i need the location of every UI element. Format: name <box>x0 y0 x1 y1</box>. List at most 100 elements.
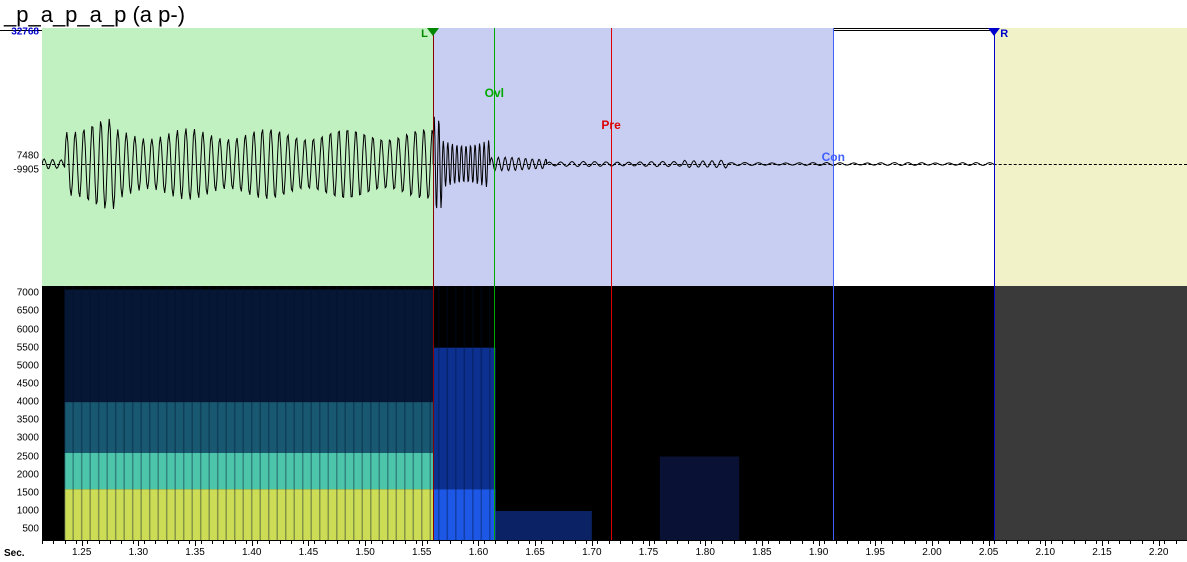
time-minor-tick <box>269 541 270 544</box>
freq-ytick: 3500 <box>17 415 39 426</box>
time-minor-tick <box>473 541 474 544</box>
time-major-tick <box>422 541 423 546</box>
time-minor-tick <box>314 541 315 544</box>
time-minor-tick <box>121 541 122 544</box>
time-axis: Sec. 1.251.301.351.401.451.501.551.601.6… <box>42 540 1187 562</box>
time-minor-tick <box>337 541 338 544</box>
time-major-tick <box>365 541 366 546</box>
wave-ytick: 32768 <box>11 27 39 38</box>
time-minor-tick <box>858 541 859 544</box>
time-minor-tick <box>235 541 236 544</box>
time-minor-tick <box>654 541 655 544</box>
time-minor-tick <box>246 541 247 544</box>
time-major-tick <box>1102 541 1103 546</box>
time-minor-tick <box>915 541 916 544</box>
Ovl-cursor-label: Ovl <box>485 86 504 100</box>
time-minor-tick <box>949 541 950 544</box>
time-minor-tick <box>291 541 292 544</box>
time-major-tick <box>478 541 479 546</box>
time-minor-tick <box>745 541 746 544</box>
time-minor-tick <box>450 541 451 544</box>
time-minor-tick <box>507 541 508 544</box>
time-tick-label: 1.35 <box>185 547 204 558</box>
time-minor-tick <box>1006 541 1007 544</box>
time-major-tick <box>932 541 933 546</box>
time-minor-tick <box>393 541 394 544</box>
time-minor-tick <box>201 541 202 544</box>
time-tick-label: 1.45 <box>299 547 318 558</box>
time-tick-label: 1.75 <box>639 547 658 558</box>
time-tick-label: 2.20 <box>1149 547 1168 558</box>
time-minor-tick <box>382 541 383 544</box>
Ovl-cursor[interactable] <box>494 28 495 540</box>
L-cursor[interactable] <box>433 28 434 540</box>
time-major-tick <box>875 541 876 546</box>
time-minor-tick <box>756 541 757 544</box>
time-minor-tick <box>348 541 349 544</box>
freq-ytick: 5000 <box>17 360 39 371</box>
time-minor-tick <box>416 541 417 544</box>
time-minor-tick <box>802 541 803 544</box>
time-minor-tick <box>1096 541 1097 544</box>
plot-area: 327687480-990570006500600055005000450040… <box>0 28 1187 562</box>
freq-ytick: 3000 <box>17 433 39 444</box>
Pre-cursor[interactable] <box>611 28 612 540</box>
time-minor-tick <box>904 541 905 544</box>
freq-ytick: 7000 <box>17 288 39 299</box>
time-minor-tick <box>529 541 530 544</box>
time-minor-tick <box>1074 541 1075 544</box>
L-cursor-flag-icon <box>427 28 439 36</box>
freq-ytick: 2500 <box>17 451 39 462</box>
time-major-tick <box>535 541 536 546</box>
R-cursor-flag-text: R <box>1000 28 1008 40</box>
time-minor-tick <box>688 541 689 544</box>
time-minor-tick <box>87 541 88 544</box>
Con-cursor-label: Con <box>822 150 845 164</box>
time-major-tick <box>762 541 763 546</box>
time-minor-tick <box>960 541 961 544</box>
wave-ytick: 7480 <box>17 151 39 162</box>
time-tick-label: 1.25 <box>72 547 91 558</box>
R-cursor[interactable] <box>994 28 995 540</box>
freq-ytick: 4500 <box>17 378 39 389</box>
time-minor-tick <box>643 541 644 544</box>
time-minor-tick <box>1153 541 1154 544</box>
time-minor-tick <box>133 541 134 544</box>
time-minor-tick <box>972 541 973 544</box>
time-minor-tick <box>994 541 995 544</box>
Con-cursor[interactable] <box>833 28 834 540</box>
time-major-tick <box>252 541 253 546</box>
time-minor-tick <box>223 541 224 544</box>
time-minor-tick <box>779 541 780 544</box>
time-tick-label: 2.05 <box>979 547 998 558</box>
time-major-tick <box>989 541 990 546</box>
time-minor-tick <box>1062 541 1063 544</box>
time-minor-tick <box>892 541 893 544</box>
time-tick-label: 1.95 <box>866 547 885 558</box>
time-minor-tick <box>167 541 168 544</box>
time-minor-tick <box>541 541 542 544</box>
time-minor-tick <box>1108 541 1109 544</box>
time-minor-tick <box>847 541 848 544</box>
time-minor-tick <box>552 541 553 544</box>
time-minor-tick <box>76 541 77 544</box>
time-minor-tick <box>632 541 633 544</box>
time-minor-tick <box>1051 541 1052 544</box>
waveform-panel[interactable] <box>42 28 1187 286</box>
time-minor-tick <box>484 541 485 544</box>
time-axis-label: Sec. <box>4 548 25 559</box>
time-tick-label: 2.00 <box>922 547 941 558</box>
time-minor-tick <box>1028 541 1029 544</box>
time-minor-tick <box>711 541 712 544</box>
time-minor-tick <box>280 541 281 544</box>
spectrogram-image <box>42 286 1187 540</box>
time-minor-tick <box>666 541 667 544</box>
spectrogram-panel[interactable] <box>42 286 1187 540</box>
time-minor-tick <box>405 541 406 544</box>
time-minor-tick <box>371 541 372 544</box>
time-minor-tick <box>938 541 939 544</box>
time-minor-tick <box>53 541 54 544</box>
time-minor-tick <box>586 541 587 544</box>
time-minor-tick <box>1040 541 1041 544</box>
time-minor-tick <box>303 541 304 544</box>
